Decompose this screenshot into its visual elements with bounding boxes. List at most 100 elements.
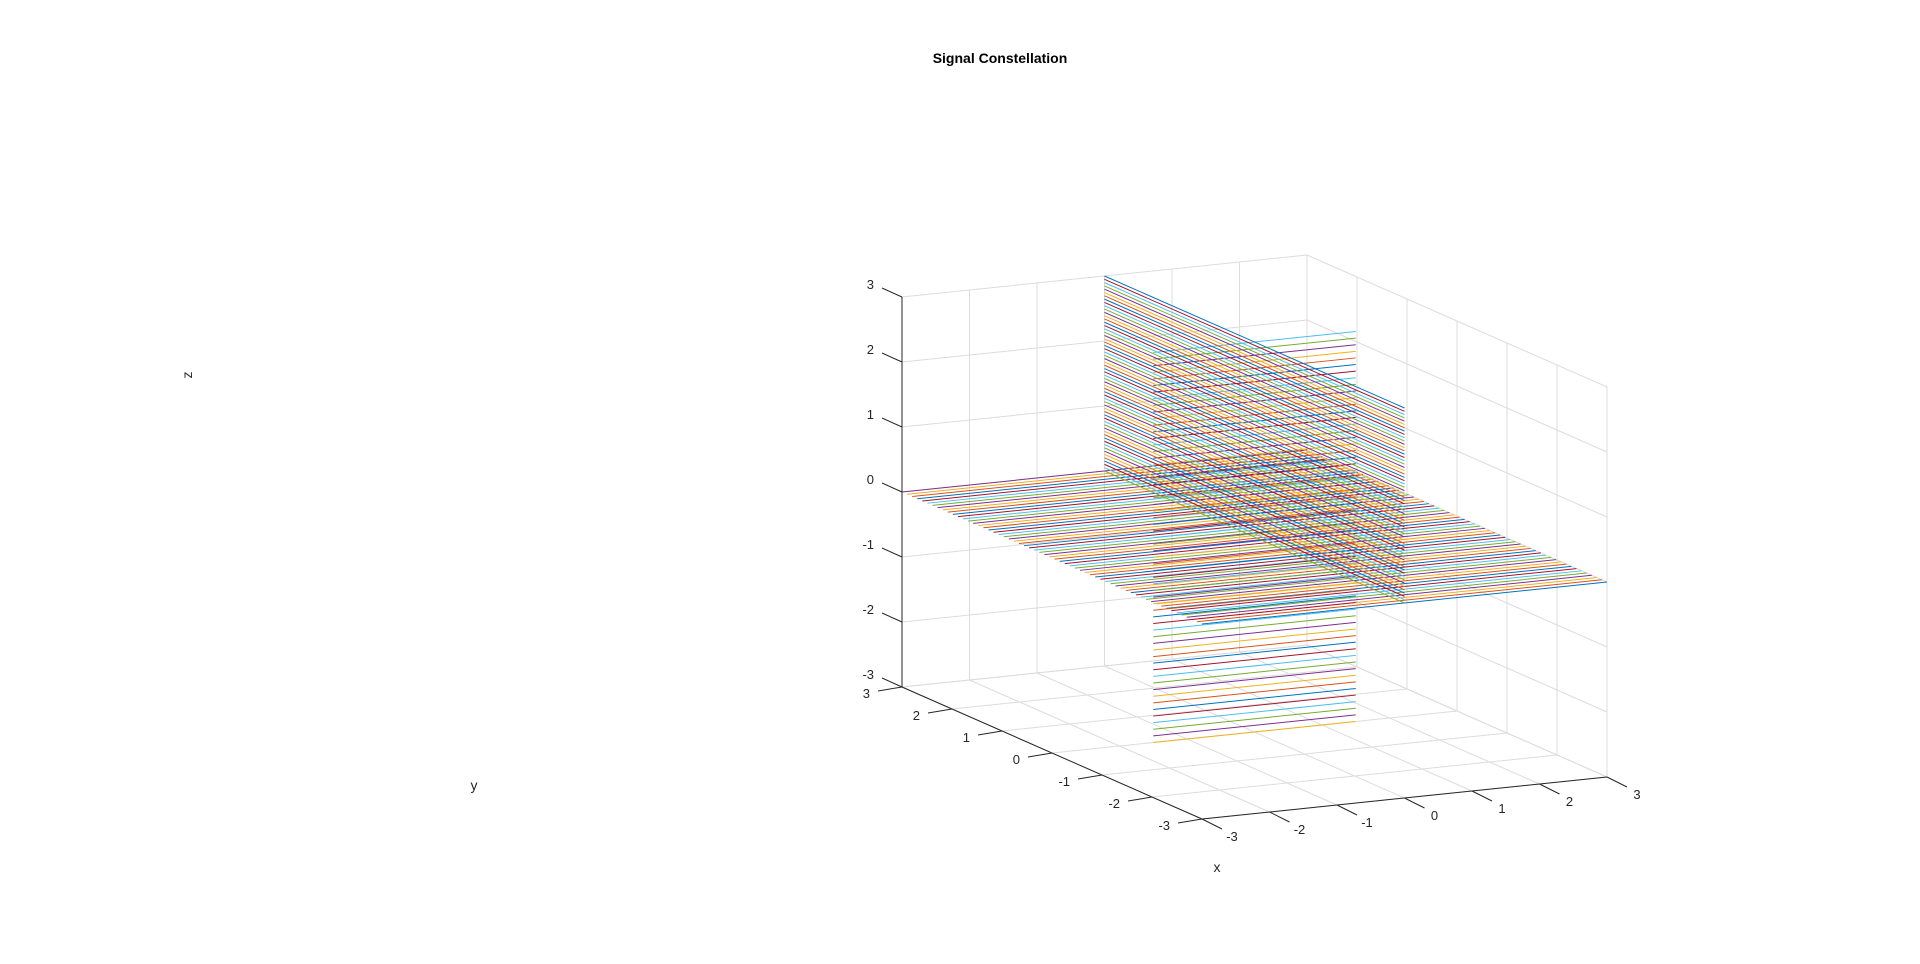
grid-line — [1306, 254, 1608, 388]
x-tick-mark — [1404, 797, 1425, 809]
y-tick-label: -2 — [1108, 796, 1120, 811]
y-tick-mark — [877, 686, 903, 692]
data-line — [1104, 420, 1405, 554]
data-line — [1153, 674, 1356, 697]
data-line — [1104, 414, 1405, 548]
z-tick-label: 1 — [867, 407, 874, 422]
x-tick-label: 0 — [1431, 808, 1438, 823]
x-axis-label: x — [1214, 859, 1221, 875]
x-tick-mark — [1539, 783, 1560, 795]
y-tick-mark — [977, 730, 1003, 736]
data-line — [1104, 454, 1405, 587]
data-line — [1104, 407, 1405, 541]
grid-line — [1306, 319, 1608, 453]
data-line — [1104, 295, 1405, 429]
grid-line — [1001, 688, 1408, 732]
data-line — [1104, 444, 1405, 578]
x-tick-label: -3 — [1226, 829, 1238, 844]
data-line — [1153, 701, 1356, 724]
data-line — [1153, 641, 1356, 664]
grid-line — [901, 319, 1308, 363]
grid-line — [901, 644, 1308, 688]
y-axis-label: y — [471, 777, 478, 793]
y-tick-mark — [1127, 796, 1153, 802]
x-tick-label: 3 — [1633, 787, 1640, 802]
grid-line — [951, 666, 1358, 710]
z-tick-mark — [881, 287, 903, 298]
data-line — [1104, 401, 1405, 535]
x-tick-label: 2 — [1566, 794, 1573, 809]
data-line — [1104, 298, 1405, 432]
data-line — [1153, 602, 1356, 625]
data-line — [1104, 275, 1405, 409]
chart-title: Signal Constellation — [933, 50, 1068, 66]
data-line — [1104, 338, 1405, 472]
grid-line — [1306, 644, 1608, 778]
data-line — [1104, 437, 1405, 571]
data-line — [1104, 430, 1405, 564]
x-tick-label: -2 — [1294, 822, 1306, 837]
data-line — [1104, 378, 1405, 511]
data-line — [1104, 381, 1405, 515]
data-line — [1153, 608, 1356, 631]
data-line — [1153, 721, 1356, 743]
data-line — [1104, 450, 1405, 584]
data-line — [1104, 371, 1405, 505]
x-tick-mark — [1336, 804, 1358, 816]
data-line — [1153, 694, 1356, 717]
data-line — [1104, 434, 1405, 568]
data-line — [1104, 341, 1405, 475]
z-tick-mark — [881, 547, 903, 558]
constellation-lines — [901, 275, 1608, 743]
data-line — [1153, 588, 1356, 611]
x-tick-label: -1 — [1361, 815, 1373, 830]
y-tick-label: 1 — [963, 730, 970, 745]
y-tick-mark — [1077, 774, 1103, 780]
data-line — [1104, 301, 1405, 435]
data-line — [1153, 648, 1356, 671]
data-line — [1104, 285, 1405, 419]
data-line — [1104, 457, 1405, 591]
data-line — [1153, 615, 1356, 638]
x-tick-mark — [1606, 776, 1628, 788]
z-tick-mark — [881, 677, 903, 688]
z-tick-label: 2 — [867, 342, 874, 357]
z-tick-label: 0 — [867, 472, 874, 487]
data-line — [1104, 394, 1405, 528]
data-line — [1104, 374, 1405, 508]
grid-line — [1151, 754, 1558, 798]
data-line — [1104, 364, 1405, 498]
y-tick-label: -3 — [1158, 818, 1170, 833]
y-tick-mark — [1027, 752, 1053, 758]
z-tick-label: -3 — [862, 667, 874, 682]
data-line — [1104, 397, 1405, 531]
grid-line — [1101, 732, 1508, 776]
z-tick-label: 3 — [867, 277, 874, 292]
data-line — [1153, 635, 1356, 658]
z-tick-label: -2 — [862, 602, 874, 617]
y-tick-label: 2 — [913, 708, 920, 723]
data-line — [1104, 460, 1405, 594]
x-tick-mark — [1201, 818, 1223, 830]
data-line — [1104, 440, 1405, 574]
data-line — [1104, 384, 1405, 518]
x-tick-mark — [1471, 790, 1493, 802]
data-line — [1104, 354, 1405, 488]
axes — [877, 287, 1628, 830]
z-tick-mark — [881, 417, 903, 428]
y-tick-mark — [927, 708, 953, 714]
data-line — [1104, 331, 1405, 465]
data-line — [1104, 424, 1405, 558]
z-tick-mark — [881, 352, 903, 363]
data-line — [1104, 335, 1405, 468]
y-tick-label: 3 — [863, 686, 870, 701]
data-line — [1104, 463, 1405, 597]
z-tick-mark — [881, 482, 903, 493]
data-line — [1104, 361, 1405, 495]
data-line — [1104, 417, 1405, 551]
data-line — [1104, 321, 1405, 455]
data-line — [1104, 447, 1405, 581]
data-line — [1104, 328, 1405, 462]
data-line — [1153, 668, 1356, 691]
